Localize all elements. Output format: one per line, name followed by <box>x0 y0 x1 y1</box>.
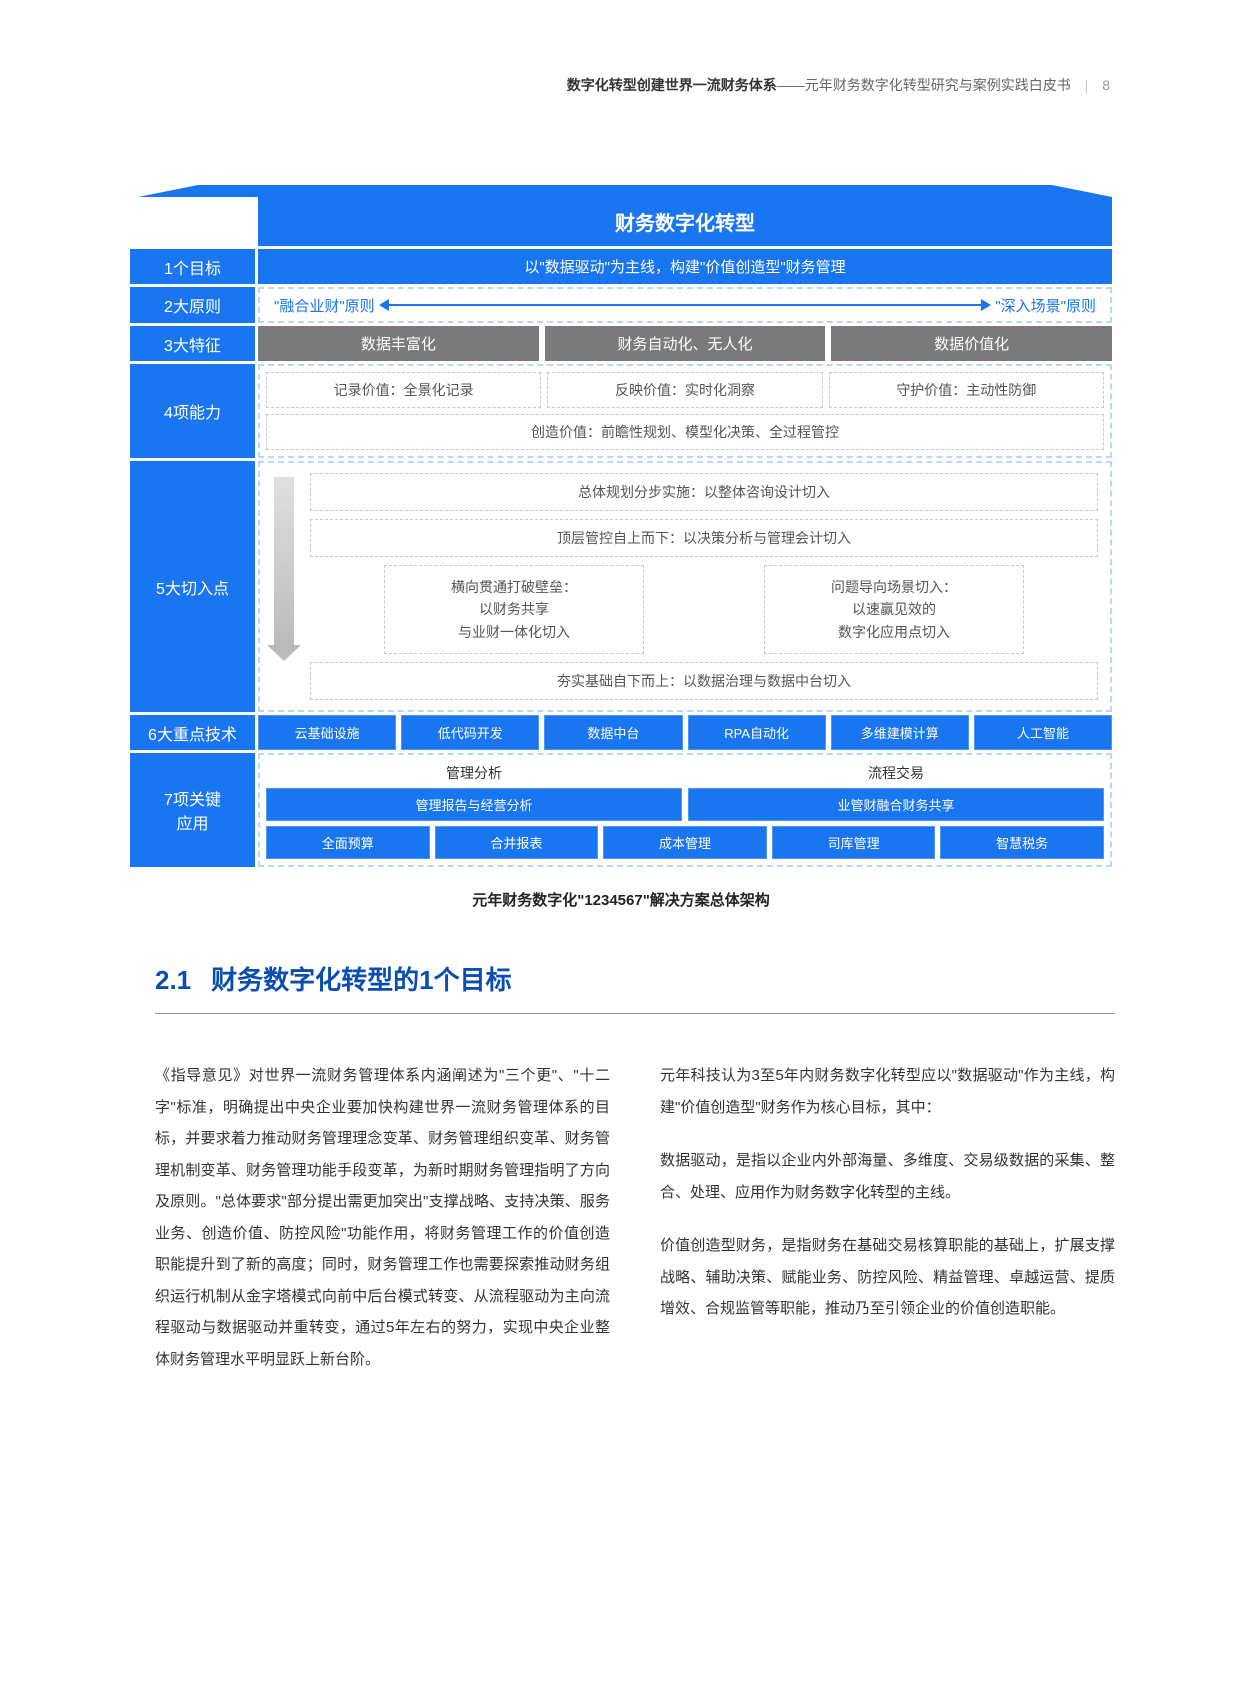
row2-label: 2大原则 <box>130 287 255 323</box>
row1-label: 1个目标 <box>130 249 255 284</box>
section-title-text: 财务数字化转型的1个目标 <box>211 965 511 995</box>
app-b3: 成本管理 <box>603 826 767 859</box>
feature-2: 财务自动化、无人化 <box>545 326 826 361</box>
principle-left: "融合业财"原则 <box>274 295 375 316</box>
double-arrow-icon <box>387 304 984 306</box>
entry-4: 问题导向场景切入： 以速赢见效的 数字化应用点切入 <box>764 565 1024 654</box>
header-sep: | <box>1085 77 1089 93</box>
app-b5: 智慧税务 <box>940 826 1104 859</box>
row4-label: 4项能力 <box>130 364 255 458</box>
row7-label: 7项关键 应用 <box>130 753 255 867</box>
app-sub-2: 业管财融合财务共享 <box>688 788 1104 821</box>
cap-1: 记录价值：全景化记录 <box>266 372 541 408</box>
capabilities-box: 记录价值：全景化记录 反映价值：实时化洞察 守护价值：主动性防御 创造价值：前瞻… <box>258 364 1112 458</box>
page-number: 8 <box>1102 77 1110 93</box>
header-rest: 元年财务数字化转型研究与案例实践白皮书 <box>805 77 1071 93</box>
header-bold: 数字化转型创建世界一流财务体系 <box>567 77 777 93</box>
tech-row: 云基础设施 低代码开发 数据中台 RPA自动化 多维建模计算 人工智能 <box>258 715 1112 750</box>
tech-5: 多维建模计算 <box>831 715 969 750</box>
feature-3: 数据价值化 <box>831 326 1112 361</box>
applications-box: 管理分析 管理报告与经营分析 流程交易 业管财融合财务共享 全面预算 合并报表 … <box>258 753 1112 867</box>
para-4: 价值创造型财务，是指财务在基础交易核算职能的基础上，扩展支撑战略、辅助决策、赋能… <box>660 1230 1115 1325</box>
tech-1: 云基础设施 <box>258 715 396 750</box>
body-col-right: 元年科技认为3至5年内财务数字化转型应以"数据驱动"作为主线，构建"价值创造型"… <box>660 1060 1115 1397</box>
framework-diagram: 财务数字化转型 1个目标 以"数据驱动"为主线，构建"价值创造型"财务管理 2大… <box>130 185 1112 910</box>
diagram-caption: 元年财务数字化"1234567"解决方案总体架构 <box>130 889 1112 910</box>
feature-1: 数据丰富化 <box>258 326 539 361</box>
app-head-1: 管理分析 <box>266 761 682 788</box>
entry-1: 总体规划分步实施：以整体咨询设计切入 <box>310 473 1098 511</box>
section-num: 2.1 <box>155 965 191 995</box>
tech-6: 人工智能 <box>974 715 1112 750</box>
row6-label: 6大重点技术 <box>130 715 255 750</box>
down-arrow-icon <box>274 477 294 647</box>
para-1: 《指导意见》对世界一流财务管理体系内涵阐述为"三个更"、"十二字"标准，明确提出… <box>155 1060 610 1375</box>
cap-3: 守护价值：主动性防御 <box>829 372 1104 408</box>
cap-4: 创造价值：前瞻性规划、模型化决策、全过程管控 <box>266 414 1104 450</box>
section-heading: 2.1 财务数字化转型的1个目标 <box>155 960 1115 1014</box>
entry-points-box: 总体规划分步实施：以整体咨询设计切入 顶层管控自上而下：以决策分析与管理会计切入… <box>258 461 1112 712</box>
tech-4: RPA自动化 <box>688 715 826 750</box>
app-head-2: 流程交易 <box>688 761 1104 788</box>
para-2: 元年科技认为3至5年内财务数字化转型应以"数据驱动"作为主线，构建"价值创造型"… <box>660 1060 1115 1123</box>
app-b4: 司库管理 <box>772 826 936 859</box>
entry-5: 夯实基础自下而上：以数据治理与数据中台切入 <box>310 662 1098 700</box>
tech-2: 低代码开发 <box>401 715 539 750</box>
cap-2: 反映价值：实时化洞察 <box>547 372 822 408</box>
header-dash: —— <box>777 77 805 93</box>
principle-right: "深入场景"原则 <box>995 295 1096 316</box>
para-3: 数据驱动，是指以企业内外部海量、多维度、交易级数据的采集、整合、处理、应用作为财… <box>660 1145 1115 1208</box>
diagram-title: 财务数字化转型 <box>258 197 1112 246</box>
diagram-roof <box>130 185 1112 197</box>
app-sub-1: 管理报告与经营分析 <box>266 788 682 821</box>
features-row: 数据丰富化 财务自动化、无人化 数据价值化 <box>258 326 1112 361</box>
page-header: 数字化转型创建世界一流财务体系——元年财务数字化转型研究与案例实践白皮书 | 8 <box>567 75 1110 95</box>
body-columns: 《指导意见》对世界一流财务管理体系内涵阐述为"三个更"、"十二字"标准，明确提出… <box>155 1060 1115 1397</box>
row1-text: 以"数据驱动"为主线，构建"价值创造型"财务管理 <box>258 249 1112 284</box>
app-b2: 合并报表 <box>435 826 599 859</box>
app-b1: 全面预算 <box>266 826 430 859</box>
principle-row: "融合业财"原则 "深入场景"原则 <box>258 287 1112 323</box>
row5-label: 5大切入点 <box>130 461 255 712</box>
tech-3: 数据中台 <box>544 715 682 750</box>
entry-2: 顶层管控自上而下：以决策分析与管理会计切入 <box>310 519 1098 557</box>
row3-label: 3大特征 <box>130 326 255 361</box>
body-col-left: 《指导意见》对世界一流财务管理体系内涵阐述为"三个更"、"十二字"标准，明确提出… <box>155 1060 610 1397</box>
entry-3: 横向贯通打破壁垒： 以财务共享 与业财一体化切入 <box>384 565 644 654</box>
